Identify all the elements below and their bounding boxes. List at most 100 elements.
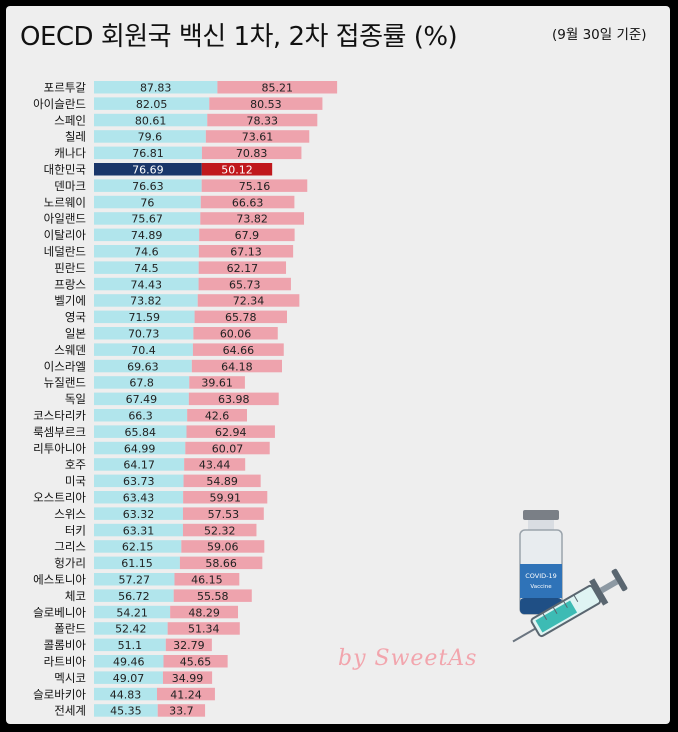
- value-label-second-dose: 43.44: [199, 459, 231, 472]
- category-label: 벨기에: [54, 294, 86, 308]
- category-label: 스웨덴: [54, 343, 86, 357]
- value-label-second-dose: 32.79: [173, 639, 205, 652]
- category-label: 코스타리카: [33, 409, 86, 423]
- category-label: 그리스: [54, 540, 86, 554]
- value-label-second-dose: 60.06: [220, 328, 252, 341]
- bar-first-dose: [94, 179, 202, 192]
- value-label-second-dose: 41.24: [170, 688, 202, 701]
- bar-second-dose: [183, 491, 268, 504]
- value-label-second-dose: 66.63: [232, 196, 264, 209]
- category-label: 오스트리아: [33, 491, 86, 505]
- bar-second-dose: [201, 163, 273, 176]
- bar-first-dose: [94, 556, 180, 570]
- category-label: 아일랜드: [44, 212, 86, 226]
- value-label-second-dose: 55.58: [197, 590, 229, 603]
- category-label: 이스라엘: [44, 359, 86, 373]
- category-label: 멕시코: [54, 671, 86, 685]
- value-label-second-dose: 70.83: [236, 147, 268, 160]
- value-label-first-dose: 45.35: [110, 705, 142, 718]
- bar-first-dose: [94, 687, 157, 701]
- value-label-second-dose: 48.29: [188, 606, 220, 619]
- bar-second-dose: [209, 97, 323, 110]
- bar-first-dose: [94, 376, 190, 389]
- category-label: 슬로바키아: [33, 687, 86, 701]
- value-label-first-dose: 49.07: [113, 672, 145, 685]
- category-label: 캐나다: [54, 146, 86, 160]
- bar-second-dose: [173, 589, 252, 602]
- bar-second-dose: [198, 261, 287, 274]
- value-label-first-dose: 51.1: [118, 639, 143, 652]
- bar-first-dose: [94, 294, 198, 307]
- value-label-second-dose: 58.66: [205, 557, 237, 570]
- category-label: 라트비아: [44, 655, 87, 669]
- value-label-second-dose: 63.98: [218, 393, 250, 406]
- bar-second-dose: [165, 638, 212, 652]
- value-label-first-dose: 49.46: [113, 656, 145, 669]
- bar-first-dose: [94, 245, 199, 258]
- category-label: 헝가리: [54, 556, 86, 570]
- bar-second-dose: [200, 195, 295, 209]
- bar-first-dose: [94, 212, 201, 225]
- value-label-first-dose: 67.8: [129, 377, 154, 390]
- bar-first-dose: [94, 130, 206, 143]
- value-label-second-dose: 65.73: [229, 278, 261, 291]
- value-label-first-dose: 61.15: [121, 557, 153, 570]
- value-label-second-dose: 42.6: [205, 410, 230, 423]
- bar-second-dose: [194, 310, 288, 324]
- value-label-first-dose: 64.99: [124, 442, 156, 455]
- bar-first-dose: [94, 392, 189, 406]
- value-label-first-dose: 65.84: [125, 426, 157, 439]
- category-label: 영국: [65, 310, 86, 324]
- value-label-first-dose: 63.32: [123, 508, 155, 521]
- bar-first-dose: [94, 540, 182, 553]
- value-label-second-dose: 85.21: [262, 82, 294, 95]
- watermark: by SweetAs: [338, 646, 478, 671]
- bar-second-dose: [198, 245, 294, 258]
- category-label: 일본: [65, 327, 86, 341]
- bar-second-dose: [186, 425, 275, 438]
- value-label-first-dose: 76.69: [132, 164, 164, 177]
- vial-label: COVID-19: [525, 572, 557, 580]
- chart-subtitle: (9월 30일 기준): [552, 27, 647, 43]
- chart-title: OECD 회원국 백신 1차, 2차 접종률 (%): [20, 22, 458, 52]
- bar-second-dose: [191, 359, 283, 373]
- value-label-first-dose: 69.63: [127, 360, 159, 373]
- bar-second-dose: [207, 113, 318, 127]
- bar-first-dose: [94, 458, 185, 471]
- bar-first-dose: [94, 638, 166, 652]
- category-label: 리투아니아: [33, 441, 86, 455]
- bar-second-dose: [217, 81, 338, 94]
- value-label-second-dose: 62.17: [227, 262, 259, 275]
- category-label: 노르웨이: [44, 195, 86, 209]
- value-label-first-dose: 74.5: [134, 262, 159, 275]
- category-label: 프랑스: [54, 277, 86, 291]
- value-label-second-dose: 51.34: [188, 623, 220, 636]
- value-label-first-dose: 44.83: [110, 688, 142, 701]
- bar-first-dose: [94, 671, 163, 684]
- category-label: 네덜란드: [44, 245, 86, 259]
- value-label-second-dose: 73.82: [236, 213, 268, 226]
- value-label-second-dose: 73.61: [242, 131, 274, 144]
- value-label-second-dose: 45.65: [180, 656, 212, 669]
- bar-first-dose: [94, 507, 183, 520]
- bar-first-dose: [94, 491, 184, 504]
- value-label-first-dose: 74.89: [131, 229, 163, 242]
- category-label: 칠레: [65, 130, 86, 144]
- bar-second-dose: [192, 343, 284, 356]
- bar-first-dose: [94, 261, 199, 274]
- category-label: 핀란드: [54, 261, 86, 275]
- category-label: 폴란드: [54, 622, 86, 636]
- value-label-second-dose: 39.61: [201, 377, 233, 390]
- bar-first-dose: [94, 441, 186, 455]
- value-label-second-dose: 33.7: [169, 705, 194, 718]
- bar-second-dose: [182, 523, 257, 537]
- bar-second-dose: [156, 687, 215, 701]
- category-label: 아이슬란드: [33, 97, 86, 111]
- value-label-first-dose: 70.4: [131, 344, 156, 357]
- bar-first-dose: [94, 409, 188, 422]
- bar-first-dose: [94, 113, 208, 127]
- bar-second-dose: [199, 228, 295, 242]
- category-label: 룩셈부르크: [33, 425, 86, 439]
- bar-second-dose: [157, 704, 206, 717]
- category-label: 체코: [65, 589, 86, 603]
